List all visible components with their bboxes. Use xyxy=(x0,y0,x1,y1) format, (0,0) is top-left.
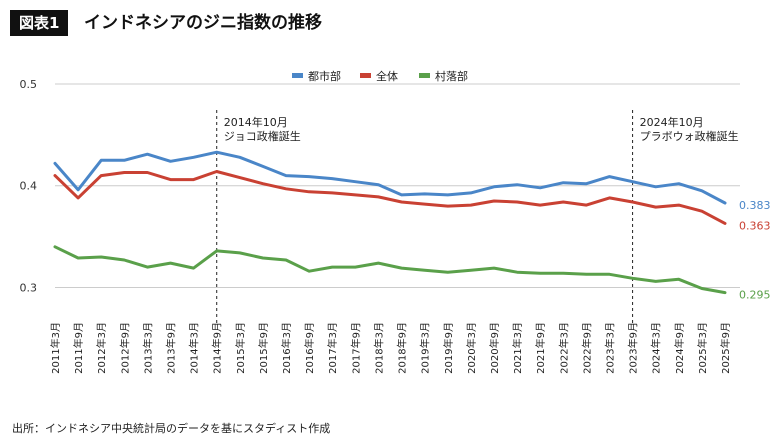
x-tick-label: 2014年9月 xyxy=(211,322,224,374)
x-tick-label: 2015年3月 xyxy=(234,322,247,374)
x-tick-label: 2020年9月 xyxy=(488,322,501,374)
series-end-label-1: 0.363 xyxy=(739,219,771,232)
x-tick-label: 2022年3月 xyxy=(557,322,570,374)
x-tick-label: 2023年3月 xyxy=(603,322,616,374)
legend-label-0: 都市部 xyxy=(308,69,341,83)
y-tick-label-0: 0.3 xyxy=(20,281,38,294)
legend-swatch-0 xyxy=(292,73,303,78)
x-axis-ticks: 2011年3月 2011年9月 2012年3月 2012年9月 2013年3月 2013年… xyxy=(49,322,732,374)
x-tick-label: 2019年3月 xyxy=(419,322,432,374)
x-tick-label: 2012年3月 xyxy=(95,322,108,374)
x-tick-label: 2024年3月 xyxy=(650,322,663,374)
x-tick-label: 2019年9月 xyxy=(442,322,455,374)
legend-swatch-1 xyxy=(360,73,371,78)
x-tick-label: 2018年3月 xyxy=(372,322,385,374)
series-end-label-2: 0.295 xyxy=(739,289,771,302)
x-tick-label: 2022年9月 xyxy=(580,322,593,374)
x-tick-label: 2017年3月 xyxy=(326,322,339,374)
event-label-1-0: 2024年10月 xyxy=(640,115,704,129)
x-tick-label: 2025年9月 xyxy=(719,322,732,374)
y-tick-label-1: 0.4 xyxy=(20,180,38,193)
x-tick-label: 2015年9月 xyxy=(257,322,270,374)
event-label-1-1: プラボウォ政権誕生 xyxy=(640,129,739,143)
y-tick-label-2: 0.5 xyxy=(20,78,38,91)
x-tick-label: 2017年9月 xyxy=(349,322,362,374)
event-label-0-1: ジョコ政権誕生 xyxy=(224,129,301,143)
chart-series: 0.383 0.363 0.295 xyxy=(53,150,771,302)
legend-swatch-2 xyxy=(419,73,430,78)
event-label-0-0: 2014年10月 xyxy=(224,115,288,129)
source-note: 出所：インドネシア中央統計局のデータを基にスタディスト作成 xyxy=(12,422,331,435)
x-tick-label: 2014年3月 xyxy=(188,322,201,374)
x-tick-label: 2024年9月 xyxy=(673,322,686,374)
x-tick-label: 2021年3月 xyxy=(511,322,524,374)
x-tick-label: 2011年9月 xyxy=(72,322,85,374)
x-tick-label: 2013年9月 xyxy=(165,322,178,374)
chart-grid: 0.3 0.4 0.5 xyxy=(20,78,740,294)
x-tick-label: 2013年3月 xyxy=(141,322,154,374)
series-line-2 xyxy=(53,245,727,295)
x-tick-label: 2016年9月 xyxy=(303,322,316,374)
x-tick-label: 2018年9月 xyxy=(396,322,409,374)
x-tick-label: 2021年9月 xyxy=(534,322,547,374)
series-line-1 xyxy=(53,170,727,225)
figure-title: インドネシアのジニ指数の推移 xyxy=(84,13,322,33)
x-tick-label: 2016年3月 xyxy=(280,322,293,374)
legend-label-1: 全体 xyxy=(376,69,398,83)
legend-label-2: 村落部 xyxy=(435,69,468,83)
x-tick-label: 2023年9月 xyxy=(627,322,640,374)
series-line-0 xyxy=(53,150,727,205)
x-tick-label: 2025年3月 xyxy=(696,322,709,374)
x-tick-label: 2011年3月 xyxy=(49,322,62,374)
x-tick-label: 2020年3月 xyxy=(465,322,478,374)
x-tick-label: 2012年9月 xyxy=(118,322,131,374)
series-end-label-0: 0.383 xyxy=(739,199,771,212)
chart-legend: 都市部 全体 村落部 xyxy=(292,69,468,83)
figure-label: 図表1 xyxy=(10,10,69,36)
